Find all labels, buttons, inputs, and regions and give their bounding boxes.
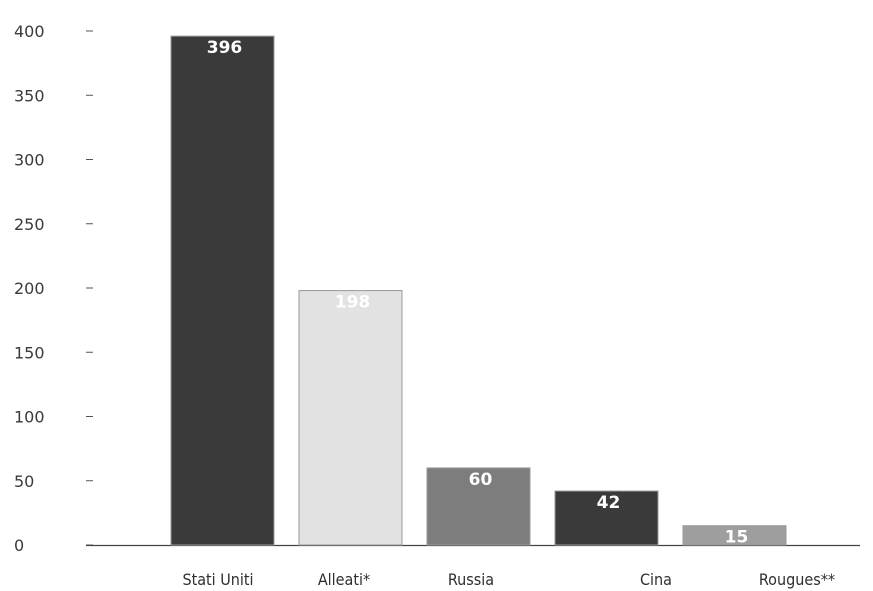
x-axis-labels: Stati Uniti Alleati* Russia Cina Rougues** [182,570,835,589]
x-category-label: Rougues** [759,570,835,589]
y-tick-label: 300 [14,151,45,170]
data-label: 15 [725,528,749,548]
bar [298,290,403,546]
y-tick-label: 250 [14,215,45,234]
y-tick-label: 150 [14,343,45,362]
data-labels: 396 198 60 42 15 [207,38,749,548]
y-tick-label: 350 [14,86,45,105]
data-label: 42 [597,493,621,513]
data-label: 198 [335,293,371,313]
bar [554,490,659,546]
bar [682,525,787,546]
x-category-label: Cina [640,570,672,589]
y-tick-label: 400 [14,22,45,41]
bar [170,35,275,546]
x-category-label: Stati Uniti [182,570,253,589]
x-category-label: Russia [448,570,494,589]
bar [426,467,531,546]
bars [170,35,787,546]
y-tick-label: 200 [14,279,45,298]
x-category-label: Alleati* [318,570,370,589]
y-tick-label: 0 [14,536,24,555]
data-label: 396 [207,38,243,58]
y-tick-label: 100 [14,408,45,427]
y-tick-label: 50 [14,472,34,491]
data-label: 60 [469,470,493,490]
